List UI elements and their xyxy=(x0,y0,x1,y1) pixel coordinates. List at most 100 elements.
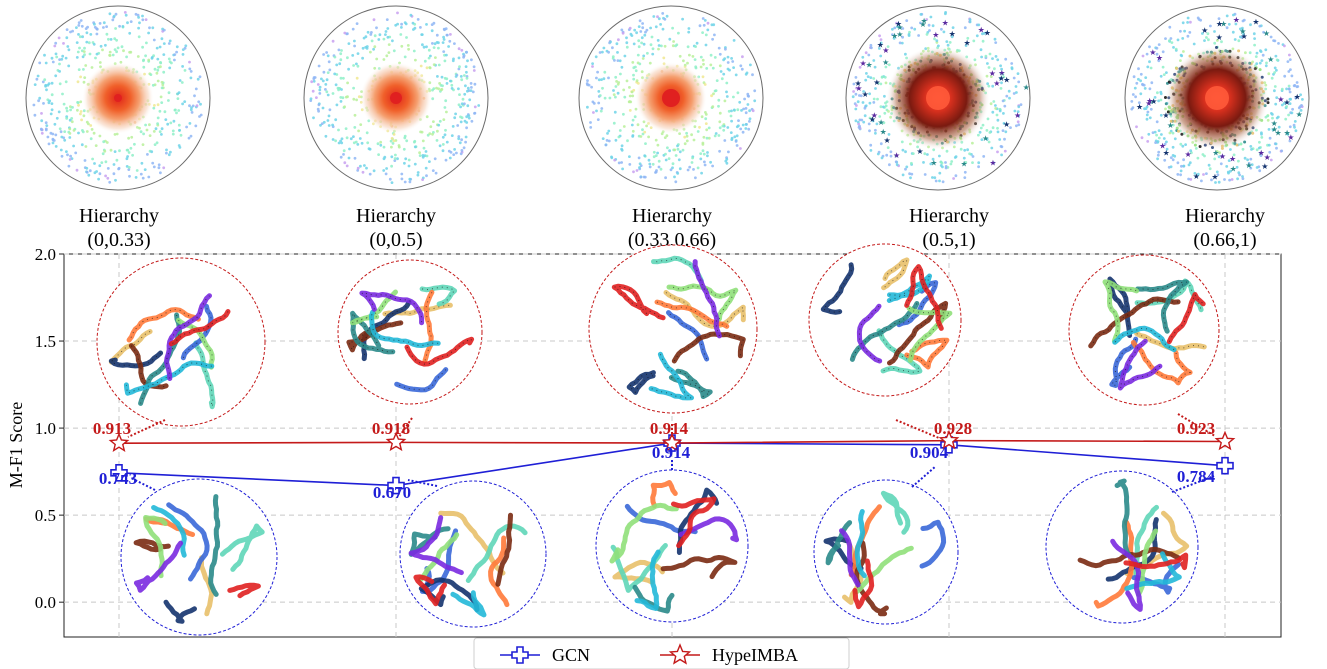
leader-arrow xyxy=(1171,475,1215,493)
svg-text:★: ★ xyxy=(1159,142,1166,151)
inset-boundary xyxy=(588,244,758,414)
inset-boundary xyxy=(337,259,483,405)
svg-text:★: ★ xyxy=(1245,161,1252,170)
category-label: Hierarchy(0.5,1) xyxy=(909,205,989,251)
svg-text:★: ★ xyxy=(1014,111,1021,120)
category-label-line: Hierarchy xyxy=(356,205,436,227)
category-label-line: (0.5,1) xyxy=(922,229,975,251)
svg-text:★: ★ xyxy=(1145,99,1152,108)
svg-text:★: ★ xyxy=(1149,48,1156,57)
svg-text:★: ★ xyxy=(1229,155,1236,164)
tsne-inset xyxy=(399,480,547,628)
leader-arrow xyxy=(911,465,937,488)
data-label-hypeimba: 0.928 xyxy=(934,419,972,438)
category-label-line: (0,0.5) xyxy=(369,229,422,251)
data-label-hypeimba: 0.918 xyxy=(372,419,410,438)
category-label-line: (0.33,0.66) xyxy=(628,229,716,251)
data-point xyxy=(1214,430,1236,451)
category-label-line: Hierarchy xyxy=(909,205,989,227)
svg-text:★: ★ xyxy=(942,19,949,28)
y-axis-label: M-F1 Score xyxy=(6,402,26,489)
data-label-hypeimba: 0.914 xyxy=(650,419,689,438)
legend-item-gcn: GCN xyxy=(500,645,590,665)
svg-text:★: ★ xyxy=(873,78,880,87)
data-label-hypeimba: 0.923 xyxy=(1177,419,1215,438)
svg-text:★: ★ xyxy=(1267,55,1274,64)
y-tick-label: 2.0 xyxy=(35,245,56,264)
y-axis-ticks: 0.0 0.5 1.0 1.5 2.0 xyxy=(35,245,64,612)
svg-text:★: ★ xyxy=(1212,149,1219,158)
svg-text:★: ★ xyxy=(998,68,1005,77)
embedding-disk xyxy=(303,5,489,191)
svg-text:★: ★ xyxy=(1163,149,1170,158)
svg-text:★: ★ xyxy=(921,17,928,26)
svg-text:★: ★ xyxy=(961,160,968,169)
svg-text:★: ★ xyxy=(1220,20,1227,29)
svg-text:★: ★ xyxy=(916,147,923,156)
tsne-inset xyxy=(96,257,266,427)
data-point xyxy=(1216,456,1234,475)
y-tick-label: 1.0 xyxy=(35,419,56,438)
data-label-gcn: 0.914 xyxy=(652,443,691,462)
category-label: Hierarchy(0.66,1) xyxy=(1185,205,1265,251)
svg-text:★: ★ xyxy=(949,30,956,39)
y-tick-label: 0.5 xyxy=(35,506,56,525)
leader-arrow xyxy=(895,419,940,439)
svg-text:★: ★ xyxy=(893,151,900,160)
data-label-gcn: 0.904 xyxy=(910,443,949,462)
data-point xyxy=(661,432,683,452)
legend-label: HypeIMBA xyxy=(712,645,798,665)
data-point xyxy=(108,432,130,453)
data-point xyxy=(387,476,405,495)
embedding-disk xyxy=(25,5,211,191)
data-label-gcn: 0.670 xyxy=(373,483,411,502)
tsne-inset xyxy=(120,478,278,636)
svg-text:★: ★ xyxy=(1193,172,1200,181)
svg-text:★: ★ xyxy=(1283,98,1290,107)
svg-text:★: ★ xyxy=(896,23,903,32)
category-labels: Hierarchy(0,0.33)Hierarchy(0,0.5)Hierarc… xyxy=(79,205,1265,251)
svg-text:★: ★ xyxy=(978,25,985,34)
svg-text:★: ★ xyxy=(855,79,862,88)
data-label-hypeimba: 0.913 xyxy=(93,419,131,438)
svg-text:★: ★ xyxy=(989,158,996,167)
svg-text:★: ★ xyxy=(882,58,889,67)
hierarchy-embedding-row: ★★★★★★★★★★★★★★★★★★★★★★★★★★★★★★★★★★★★★★★★… xyxy=(25,5,1310,191)
svg-text:★: ★ xyxy=(1271,119,1278,128)
svg-text:★: ★ xyxy=(880,127,887,136)
svg-text:★: ★ xyxy=(964,38,971,47)
svg-text:★: ★ xyxy=(1150,97,1157,106)
svg-text:★: ★ xyxy=(989,69,996,78)
svg-text:★: ★ xyxy=(919,20,926,29)
svg-text:★: ★ xyxy=(1216,33,1223,42)
svg-text:★: ★ xyxy=(1275,128,1282,137)
svg-text:★: ★ xyxy=(1261,162,1268,171)
svg-text:★: ★ xyxy=(877,41,884,50)
data-labels: 0.913 0.918 0.914 0.928 0.923 0.743 0.670 0.914… xyxy=(93,413,1216,502)
svg-text:★: ★ xyxy=(1003,76,1010,85)
leader-arrow xyxy=(1177,413,1216,437)
data-point xyxy=(385,431,407,452)
category-label-line: (0,0.33) xyxy=(87,229,150,251)
svg-text:★: ★ xyxy=(1258,148,1265,157)
svg-text:★: ★ xyxy=(1277,95,1284,104)
svg-text:★: ★ xyxy=(1241,32,1248,41)
legend: GCN HypeIMBA xyxy=(473,637,850,669)
svg-text:★: ★ xyxy=(1284,129,1291,138)
svg-text:★: ★ xyxy=(866,61,873,70)
svg-text:★: ★ xyxy=(895,19,902,28)
inset-boundary xyxy=(813,479,959,625)
tsne-inset xyxy=(1068,254,1220,406)
series-layer: 0.913 0.918 0.914 0.928 0.923 0.743 0.670 0.914… xyxy=(93,413,1236,502)
inset-boundary xyxy=(1045,470,1199,624)
svg-text:★: ★ xyxy=(984,29,991,38)
inset-boundary xyxy=(96,257,266,427)
leader-arrow xyxy=(407,479,438,487)
data-point xyxy=(938,429,960,450)
svg-text:★: ★ xyxy=(982,134,989,143)
svg-text:★: ★ xyxy=(1271,125,1278,134)
svg-text:★: ★ xyxy=(1162,111,1169,120)
category-label-line: Hierarchy xyxy=(79,205,159,227)
tsne-inset xyxy=(588,244,758,414)
